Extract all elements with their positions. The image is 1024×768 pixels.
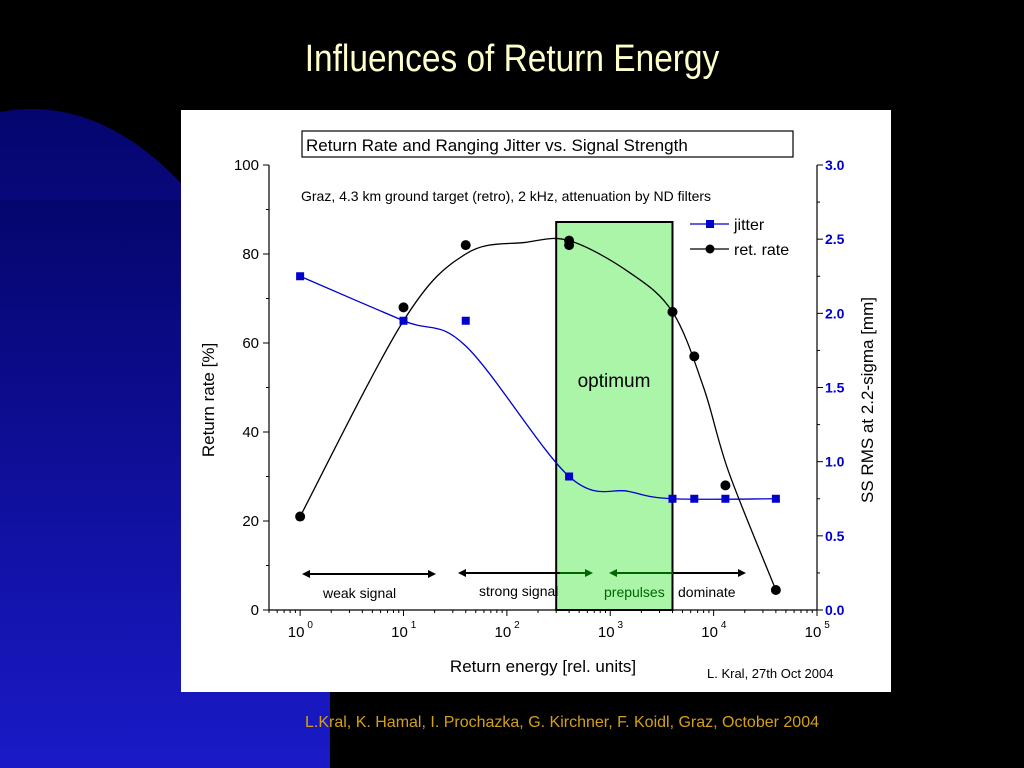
ret-rate-point: [720, 480, 731, 491]
strong-signal-label: strong signal: [479, 583, 558, 599]
y2-tick-label: 0.5: [825, 528, 845, 544]
axis-ticks: [263, 164, 823, 616]
ret-rate-point: [295, 511, 306, 522]
legend: jitter ret. rate: [690, 217, 789, 259]
x-tick-exponent: 4: [721, 620, 727, 631]
ret-rate-series: [295, 235, 781, 595]
y2-axis-label: SS RMS at 2.2-sigma [mm]: [858, 297, 877, 503]
ret-rate-point: [667, 306, 678, 317]
chart-panel: [181, 110, 891, 692]
y-tick-label: 40: [242, 424, 259, 441]
slide-title: Influences of Return Energy: [304, 38, 720, 80]
jitter-point: [461, 316, 470, 325]
x-axis-label: Return energy [rel. units]: [450, 657, 636, 676]
x-tick-label: 10: [391, 624, 408, 641]
ret-rate-point: [460, 240, 471, 251]
y2-tick-label: 3.0: [825, 157, 845, 173]
legend-jitter-label: jitter: [733, 217, 765, 234]
slide-footer: L.Kral, K. Hamal, I. Prochazka, G. Kirch…: [305, 714, 819, 731]
jitter-curve: [299, 275, 776, 500]
x-tick-label: 10: [495, 624, 512, 641]
ret-rate-point: [689, 351, 700, 362]
chart-title: Return Rate and Ranging Jitter vs. Signa…: [306, 136, 688, 155]
x-tick-label: 10: [598, 624, 615, 641]
y2-tick-label: 2.5: [825, 231, 845, 247]
jitter-point: [771, 494, 780, 503]
x-tick-exponent: 0: [307, 620, 313, 631]
y-tick-label: 60: [242, 335, 259, 352]
chart: optimum Return Rate and Ranging Jitter v…: [199, 130, 877, 681]
jitter-point: [296, 272, 305, 281]
jitter-point: [565, 472, 574, 481]
chart-subtitle: Graz, 4.3 km ground target (retro), 2 kH…: [301, 188, 711, 204]
weak-signal-label: weak signal: [322, 585, 396, 601]
y-tick-label: 80: [242, 246, 259, 263]
x-tick-label: 10: [805, 624, 822, 641]
ret-rate-point: [770, 584, 781, 595]
chart-title-box: [301, 130, 794, 158]
ret-rate-point: [564, 240, 575, 251]
x-tick-label: 10: [701, 624, 718, 641]
y2-tick-labels: 0.0 0.5 1.0 1.5 2.0 2.5 3.0: [825, 157, 845, 618]
legend-jitter-marker: [706, 220, 714, 228]
y-tick-label: 100: [234, 157, 259, 174]
legend-rate-label: ret. rate: [734, 242, 789, 259]
y2-tick-label: 1.5: [825, 380, 845, 396]
optimum-region: [555, 221, 674, 611]
legend-rate-marker: [705, 244, 715, 254]
credit-label: L. Kral, 27th Oct 2004: [707, 666, 833, 681]
ret-rate-point: [398, 302, 409, 313]
x-tick-labels: 10 0 10 1 10 2 10 3 10 4 10 5: [288, 620, 830, 641]
prepulses-label: prepulses: [604, 584, 665, 600]
jitter-series: [296, 272, 780, 503]
ret-rate-curve: [299, 237, 777, 591]
jitter-point: [690, 494, 699, 503]
x-tick-exponent: 3: [617, 620, 623, 631]
y-tick-label: 20: [242, 513, 259, 530]
y-tick-labels: 0 20 40 60 80 100: [234, 157, 259, 619]
y2-tick-label: 2.0: [825, 305, 845, 321]
jitter-point: [668, 494, 677, 503]
jitter-point: [399, 316, 408, 325]
optimum-label: optimum: [578, 371, 651, 392]
x-tick-exponent: 1: [411, 620, 417, 631]
x-tick-exponent: 5: [824, 620, 830, 631]
x-tick-label: 10: [288, 624, 305, 641]
dominate-label: dominate: [678, 584, 736, 600]
x-tick-exponent: 2: [514, 620, 520, 631]
y-tick-label: 0: [251, 602, 259, 619]
jitter-point: [721, 494, 730, 503]
y2-tick-label: 1.0: [825, 454, 845, 470]
y-axis-label: Return rate [%]: [199, 343, 218, 457]
y2-tick-label: 0.0: [825, 602, 845, 618]
